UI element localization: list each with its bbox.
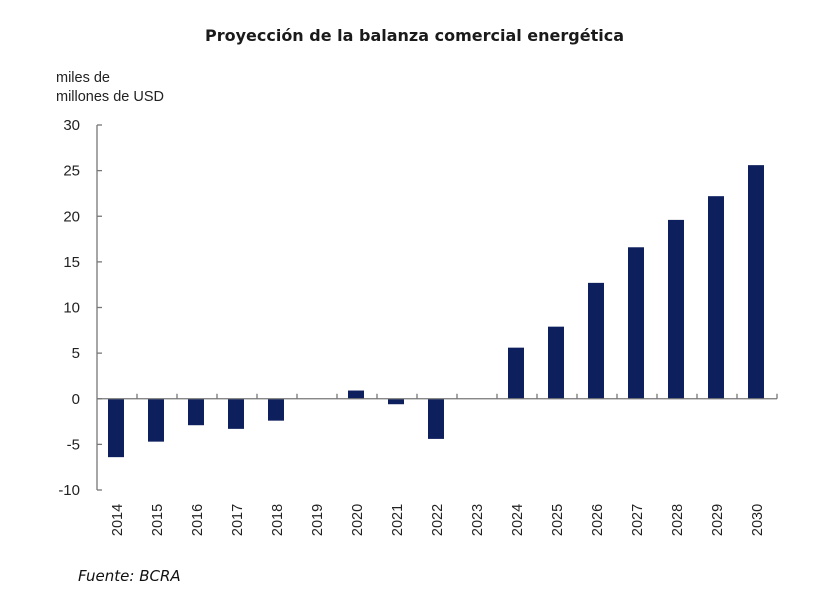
bar-2018 [268, 398, 284, 421]
bars [108, 165, 764, 458]
x-tick-label: 2018 [270, 504, 286, 536]
x-tick-label: 2022 [430, 504, 446, 536]
y-axis-unit-line-1: miles de [56, 70, 110, 86]
x-tick-label: 2029 [710, 504, 726, 536]
bar-2016 [188, 398, 204, 426]
y-axis: 30 25 20 15 10 5 0 -5 -10 [58, 117, 102, 499]
source-note: Fuente: BCRA [78, 567, 181, 585]
y-axis-unit-line-2: millones de USD [56, 89, 164, 105]
chart-title: Proyección de la balanza comercial energ… [204, 26, 625, 45]
x-tick-label: 2016 [190, 504, 206, 536]
bar-2024 [508, 347, 524, 399]
x-tick-label: 2030 [750, 504, 766, 536]
bar-2017 [228, 398, 244, 429]
bar-2021 [388, 398, 404, 405]
bar-2027 [628, 247, 644, 399]
x-tick-label: 2027 [630, 504, 646, 536]
bar-2030 [748, 165, 764, 399]
x-tick-label: 2024 [510, 504, 526, 536]
x-tick-label: 2023 [470, 504, 486, 536]
y-tick-label: 0 [72, 391, 80, 408]
x-tick-label: 2021 [390, 504, 406, 536]
y-tick-label: 15 [63, 254, 80, 271]
x-tick-label: 2026 [590, 504, 606, 536]
y-tick-label: -5 [67, 436, 80, 453]
bar-2020 [348, 390, 364, 399]
bar-2026 [588, 282, 604, 399]
bar-2029 [708, 196, 724, 399]
x-axis: 2014 2015 2016 2017 2018 2019 2020 2021 2022 2023… [97, 393, 778, 536]
bar-2022 [428, 398, 444, 439]
y-tick-label: 20 [63, 208, 80, 225]
x-tick-label: 2017 [230, 504, 246, 536]
y-tick-label: 5 [72, 345, 80, 362]
y-axis-unit-label: miles de millones de USD [56, 69, 164, 107]
y-tick-label: -10 [58, 482, 80, 499]
x-tick-label: 2025 [550, 504, 566, 536]
x-tick-label: 2014 [110, 504, 126, 536]
x-tick-label: 2028 [670, 504, 686, 536]
y-tick-label: 30 [63, 117, 80, 134]
x-tick-label: 2019 [310, 504, 326, 536]
y-tick-label: 10 [63, 300, 80, 317]
y-tick-label: 25 [63, 163, 80, 180]
bar-2025 [548, 326, 564, 399]
x-tick-label: 2015 [150, 504, 166, 536]
bar-2015 [148, 398, 164, 442]
bar-2028 [668, 219, 684, 399]
x-tick-label: 2020 [350, 504, 366, 536]
bar-2014 [108, 398, 124, 458]
